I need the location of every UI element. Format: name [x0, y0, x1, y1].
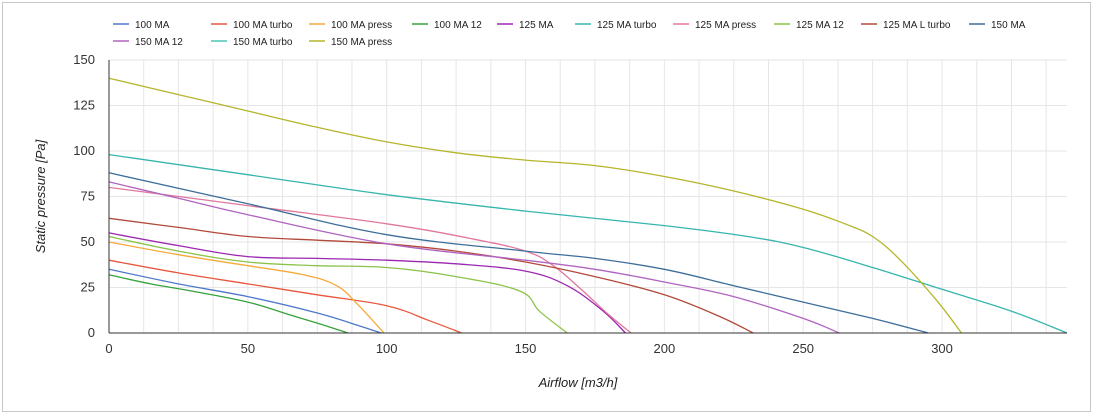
y-tick-label: 50 — [81, 234, 95, 249]
series-line-150-ma-press[interactable] — [108, 77, 963, 334]
y-axis-title: Static pressure [Pa] — [33, 139, 48, 253]
x-tick-label: 200 — [654, 341, 676, 356]
legend-item-label[interactable]: 100 MA — [135, 20, 170, 31]
legend: 100 MA 100 MA turbo 100 MA press 100 MA 12 1… — [113, 20, 1026, 48]
legend-item-label[interactable]: 125 MA turbo — [597, 20, 657, 31]
x-tick-label: 0 — [105, 341, 112, 356]
x-tick-label: 250 — [792, 341, 814, 356]
series-line-125-ma-12[interactable] — [108, 235, 568, 334]
series-line-100-ma-12[interactable] — [108, 274, 349, 334]
grid — [108, 59, 1067, 334]
legend-item-label[interactable]: 100 MA press — [331, 20, 392, 31]
y-tick-label: 150 — [73, 52, 95, 67]
series-line-125-ma-l-turbo[interactable] — [108, 217, 754, 334]
series-line-100-ma-turbo[interactable] — [108, 259, 462, 334]
x-axis-title: Airflow [m3/h] — [538, 375, 618, 390]
legend-item-label[interactable]: 150 MA — [991, 20, 1026, 31]
legend-item-label[interactable]: 100 MA 12 — [434, 20, 482, 31]
y-tick-label: 25 — [81, 280, 95, 295]
legend-item-label[interactable]: 125 MA 12 — [796, 20, 844, 31]
legend-item-label[interactable]: 125 MA — [519, 20, 554, 31]
x-tick-label: 150 — [515, 341, 537, 356]
series-line-100-ma[interactable] — [108, 268, 382, 334]
axes: 0 50 100 150 200 250 300 0 25 50 75 100 125 150 — [73, 52, 1067, 356]
y-tick-label: 125 — [73, 98, 95, 113]
legend-item-label[interactable]: 150 MA 12 — [135, 37, 183, 48]
series-lines — [108, 77, 1068, 334]
series-line-125-ma-press[interactable] — [108, 186, 632, 334]
legend-item-label[interactable]: 125 MA L turbo — [883, 20, 951, 31]
series-line-125-ma-turbo[interactable] — [108, 153, 1068, 334]
legend-item-label[interactable]: 100 MA turbo — [233, 20, 293, 31]
series-line-125-ma[interactable] — [108, 232, 626, 334]
x-tick-label: 50 — [241, 341, 255, 356]
series-line-150-ma-12[interactable] — [108, 181, 840, 334]
legend-item-label[interactable]: 150 MA turbo — [233, 37, 293, 48]
line-chart: 100 MA 100 MA turbo 100 MA press 100 MA 12 1… — [33, 20, 1068, 390]
y-tick-label: 100 — [73, 143, 95, 158]
x-tick-label: 100 — [376, 341, 398, 356]
x-tick-label: 300 — [931, 341, 953, 356]
y-tick-label: 0 — [88, 325, 95, 340]
y-tick-label: 75 — [81, 189, 95, 204]
legend-item-label[interactable]: 150 MA press — [331, 37, 392, 48]
legend-item-label[interactable]: 125 MA press — [695, 20, 756, 31]
series-line-150-ma[interactable] — [108, 172, 929, 334]
series-line-100-ma-press[interactable] — [108, 241, 385, 334]
